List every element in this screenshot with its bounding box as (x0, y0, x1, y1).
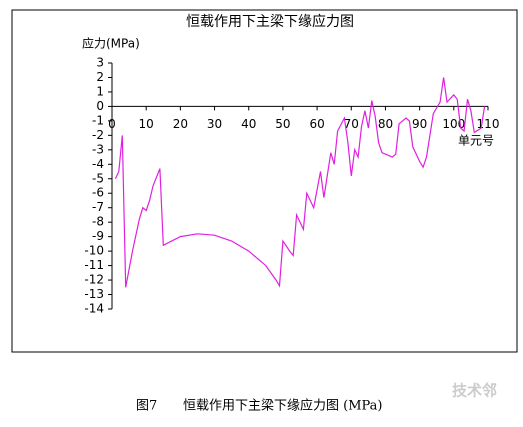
y-tick-label: 2 (96, 70, 104, 84)
x-axis-label: 单元号 (458, 134, 494, 148)
y-tick-label: -2 (92, 128, 104, 142)
y-tick-label: -11 (84, 258, 104, 272)
y-tick-label: 1 (96, 84, 104, 98)
x-tick-label: 0 (108, 117, 116, 131)
y-tick-label: -12 (84, 273, 104, 287)
x-tick-label: 60 (309, 117, 324, 131)
chart-title: 恒载作用下主梁下缘应力图 (186, 13, 354, 30)
y-tick-label: -7 (92, 200, 104, 214)
x-tick-label: 40 (241, 117, 256, 131)
y-tick-label: -5 (92, 171, 104, 185)
y-tick-label: -3 (92, 142, 104, 156)
y-tick-label: -13 (84, 287, 104, 301)
y-tick-label: -4 (92, 157, 104, 171)
x-tick-label: 80 (378, 117, 393, 131)
chart-frame (11, 9, 518, 353)
y-tick-label: -1 (92, 113, 104, 127)
caption-figure: 图7 (136, 399, 157, 414)
y-tick-label: -10 (84, 244, 104, 258)
x-tick-label: 50 (275, 117, 290, 131)
x-tick-label: 30 (207, 117, 222, 131)
y-axis-label: 应力(MPa) (82, 36, 140, 51)
y-tick-label: 0 (96, 99, 104, 113)
y-tick-label: 3 (96, 56, 104, 70)
data-line (114, 77, 486, 288)
caption-text: 恒载作用下主梁下缘应力图 (MPa) (183, 398, 383, 414)
watermark: 技术邻 (452, 382, 497, 400)
y-tick-label: -8 (92, 215, 104, 229)
y-tick-label: -6 (92, 186, 104, 200)
x-tick-label: 90 (412, 117, 427, 131)
x-tick-label: 70 (344, 117, 359, 131)
y-tick-label: -14 (84, 302, 104, 316)
y-tick-label: -9 (92, 229, 104, 243)
x-tick-label: 20 (173, 117, 188, 131)
x-tick-label: 10 (139, 117, 154, 131)
